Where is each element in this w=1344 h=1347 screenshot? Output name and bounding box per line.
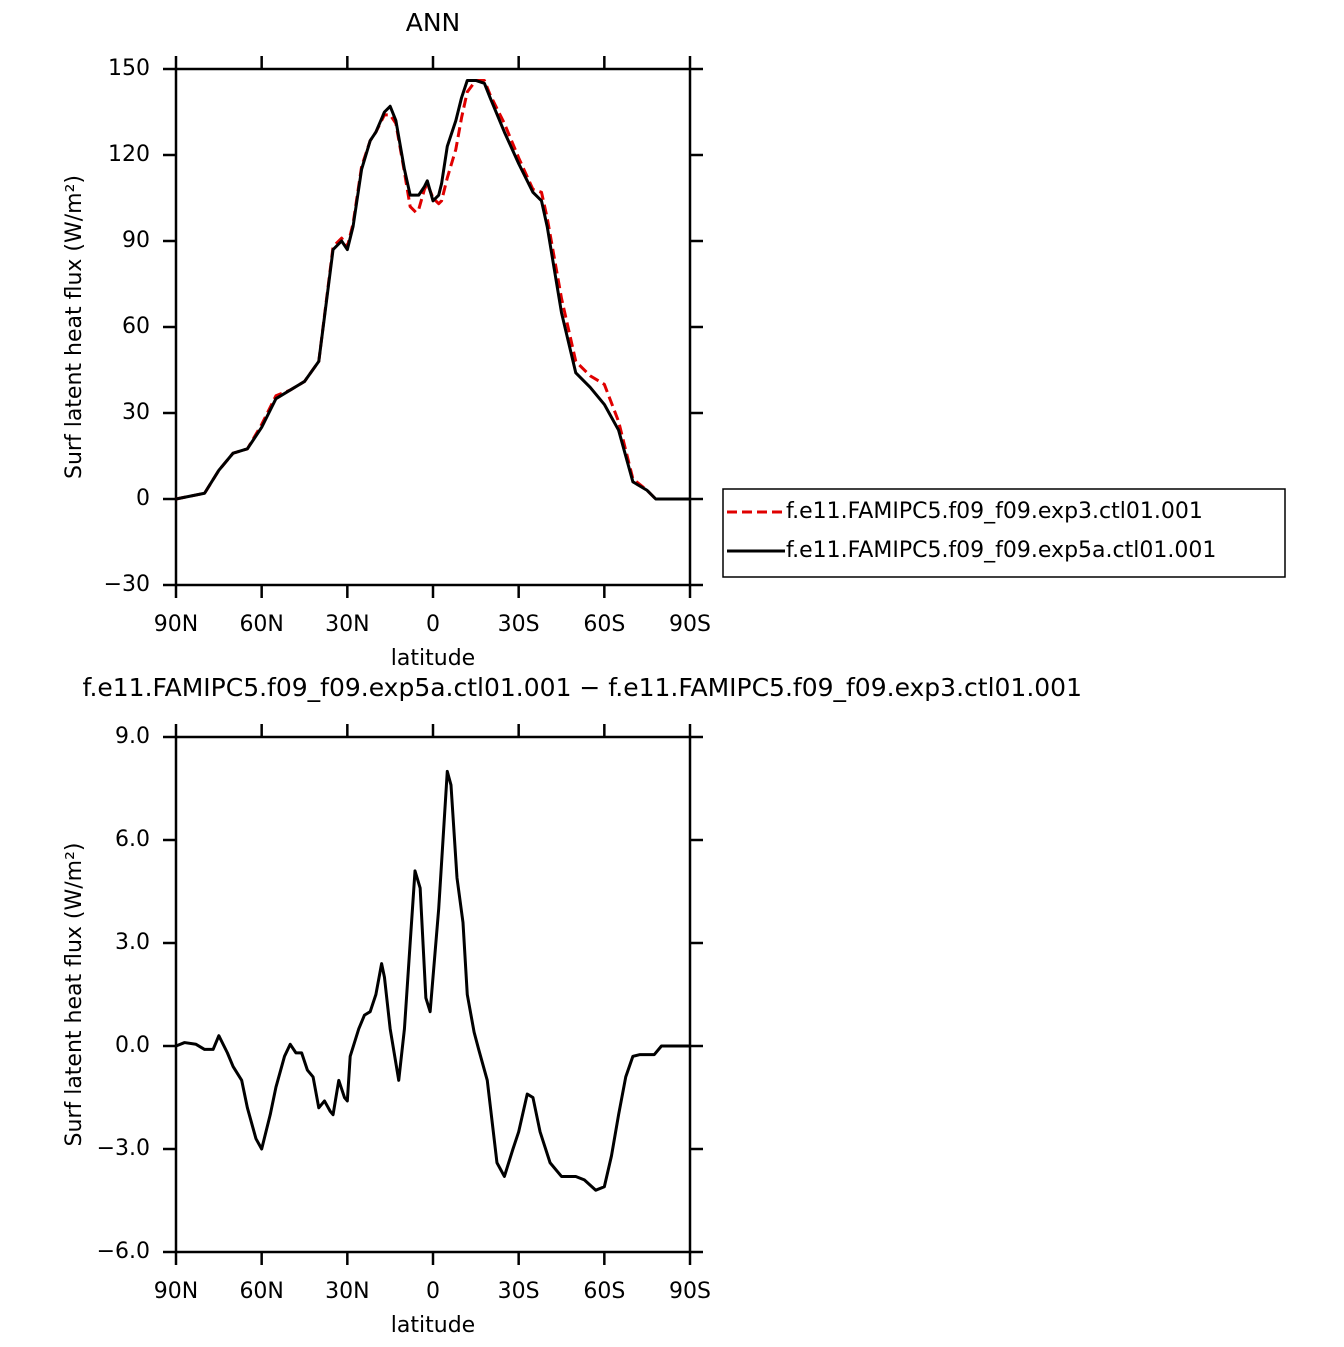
legend-label: f.e11.FAMIPC5.f09_f09.exp5a.ctl01.001: [786, 538, 1216, 563]
x-tick-label: 30N: [325, 612, 369, 637]
legend-label: f.e11.FAMIPC5.f09_f09.exp3.ctl01.001: [786, 499, 1203, 524]
y-tick-label: 30: [122, 400, 150, 425]
x-tick-label: 90N: [154, 612, 198, 637]
x-tick-label: 0: [426, 612, 440, 637]
y-tick-label: 9.0: [115, 724, 150, 749]
y-axis-label: Surf latent heat flux (W/m²): [62, 175, 87, 479]
data-line: [175, 769, 690, 1192]
x-axis-label: latitude: [391, 646, 475, 671]
y-tick-label: 60: [122, 314, 150, 339]
x-axis-label: latitude: [391, 1313, 475, 1338]
x-tick-label: 30S: [498, 1279, 540, 1304]
y-tick-label: 6.0: [115, 827, 150, 852]
x-tick-label: 90S: [669, 1279, 711, 1304]
x-tick-label: 90S: [669, 612, 711, 637]
y-tick-label: 90: [122, 228, 150, 253]
x-tick-label: 60S: [583, 612, 625, 637]
x-tick-label: 30S: [498, 612, 540, 637]
y-tick-label: 0: [136, 486, 150, 511]
plot-frame: [174, 67, 692, 587]
y-tick-label: 0.0: [115, 1033, 150, 1058]
x-tick-label: 30N: [325, 1279, 369, 1304]
x-tick-label: 60N: [239, 612, 283, 637]
data-line: [175, 78, 690, 501]
y-tick-label: −6.0: [97, 1239, 150, 1264]
x-tick-label: 90N: [154, 1279, 198, 1304]
y-axis-label: Surf latent heat flux (W/m²): [62, 843, 87, 1147]
y-tick-label: −3.0: [97, 1136, 150, 1161]
x-tick-label: 60N: [239, 1279, 283, 1304]
chart-title: ANN: [406, 8, 461, 37]
y-tick-label: 120: [108, 142, 150, 167]
y-tick-label: −30: [104, 572, 150, 597]
x-tick-label: 60S: [583, 1279, 625, 1304]
legend-box: [722, 488, 1286, 578]
y-tick-label: 150: [108, 56, 150, 81]
data-line: [175, 78, 690, 501]
x-tick-label: 0: [426, 1279, 440, 1304]
y-tick-label: 3.0: [115, 930, 150, 955]
chart-title: f.e11.FAMIPC5.f09_f09.exp5a.ctl01.001 − …: [82, 673, 1082, 702]
